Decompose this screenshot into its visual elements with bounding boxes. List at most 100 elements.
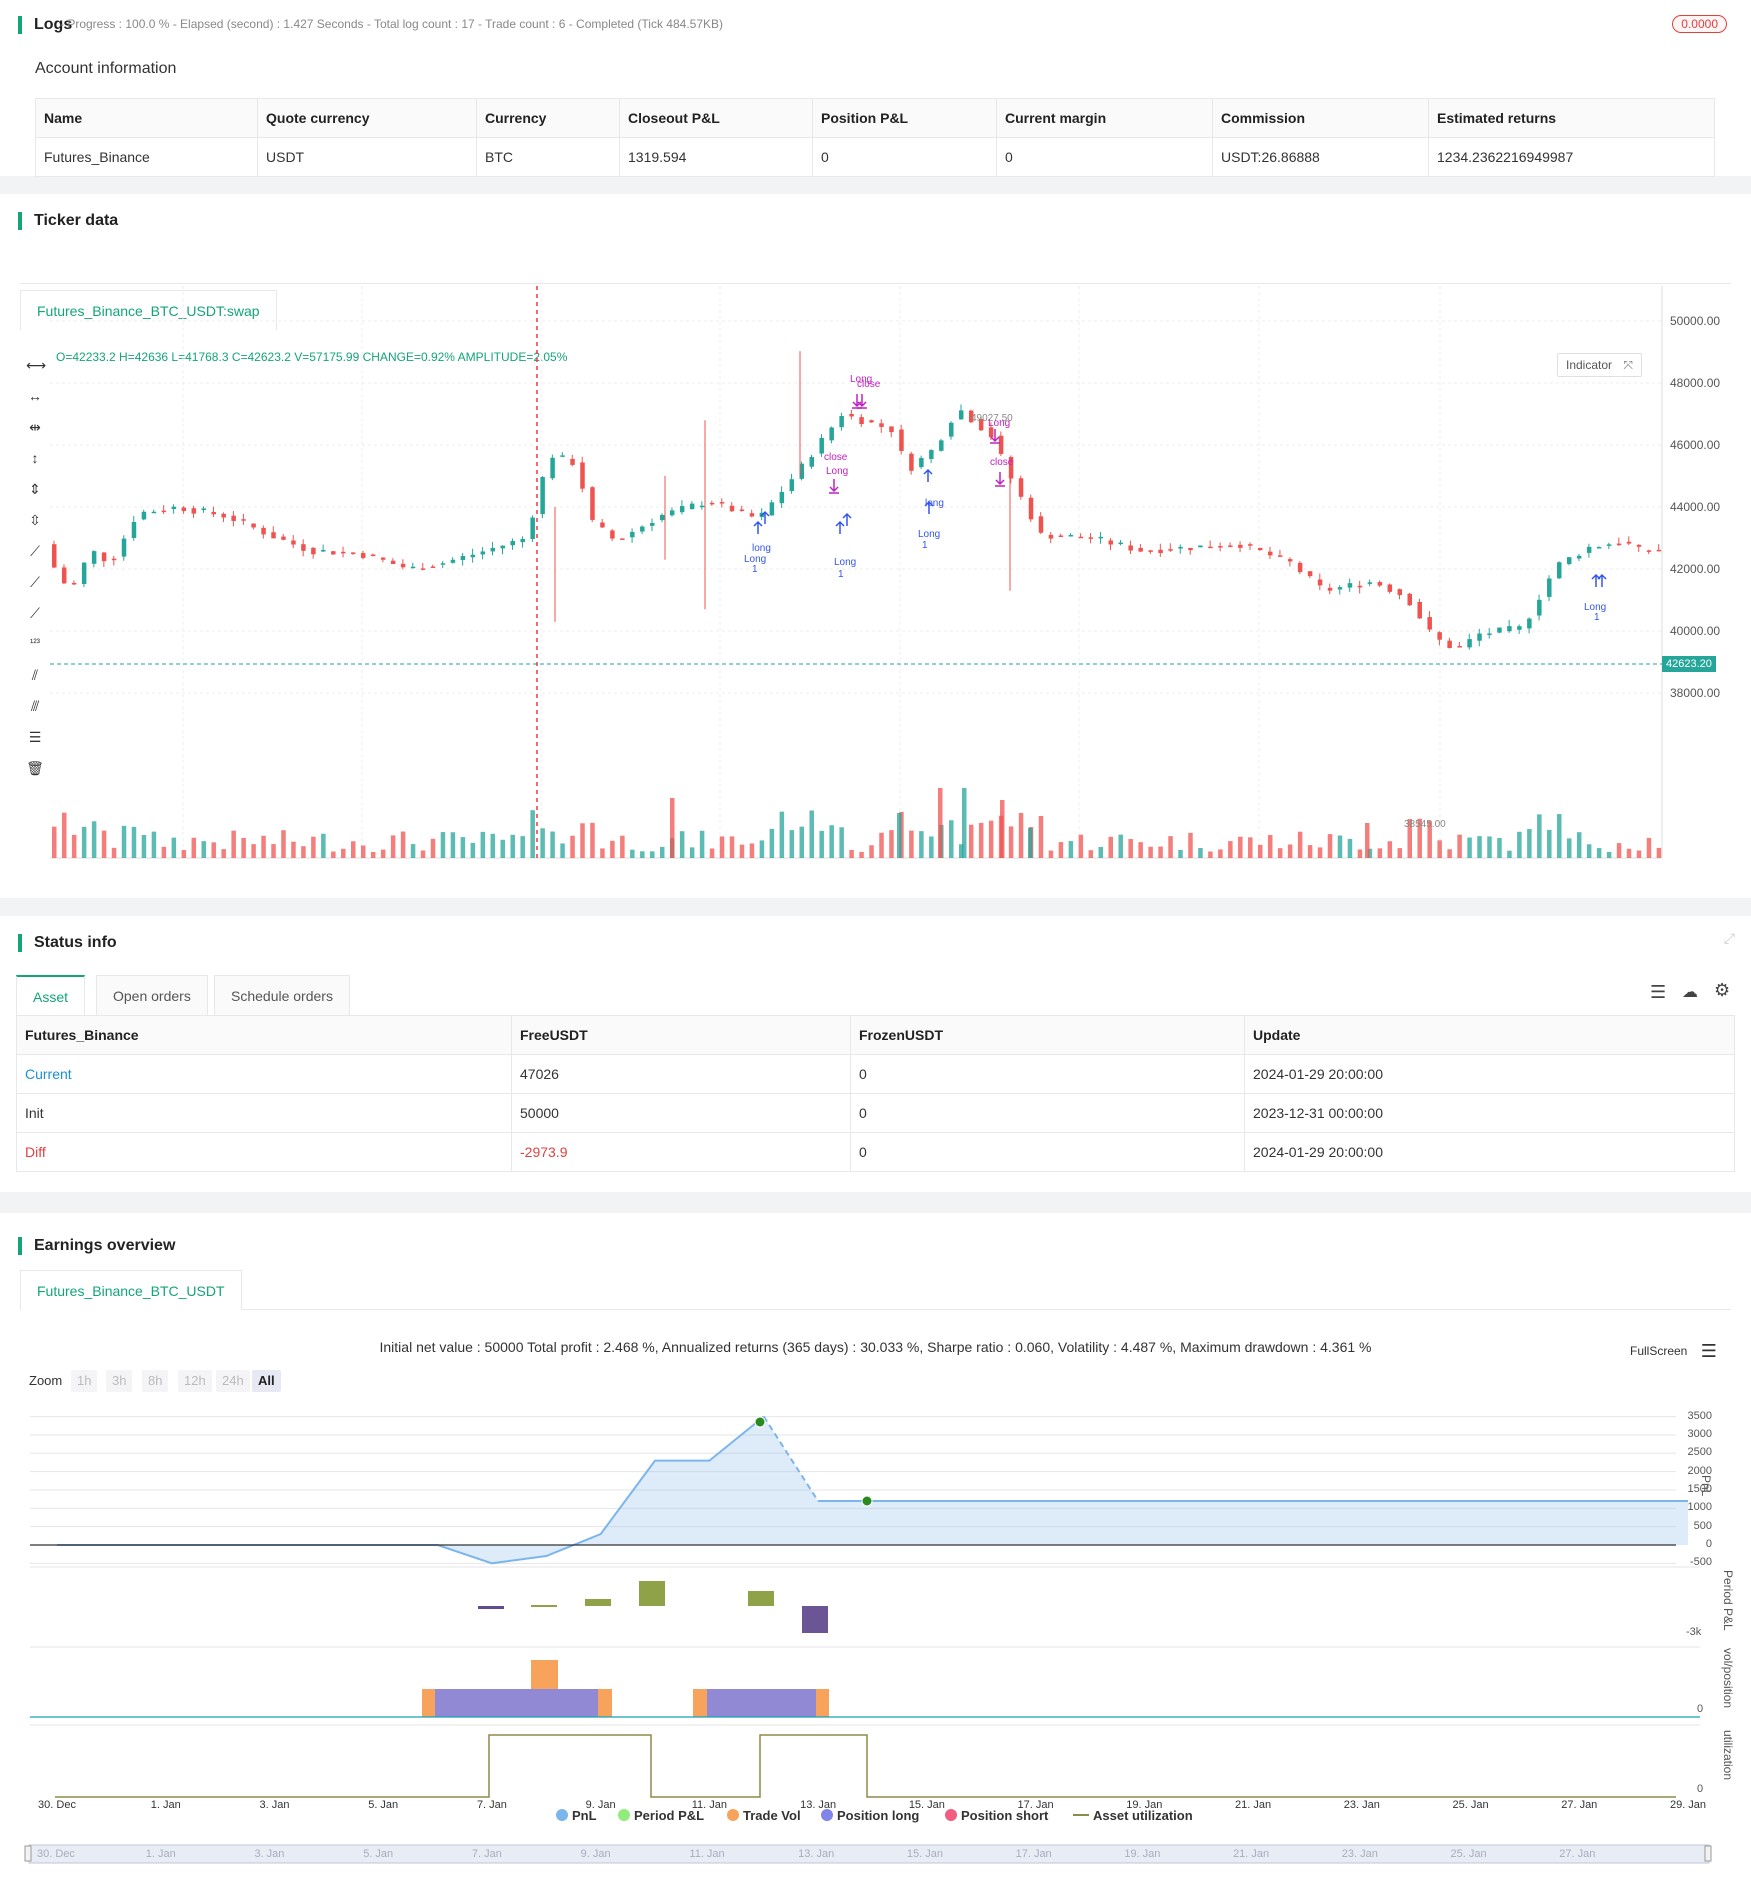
vertical-ray-icon[interactable]: ⇕ <box>29 481 41 497</box>
tab-schedule-orders[interactable]: Schedule orders <box>214 975 350 1015</box>
trash-icon[interactable]: 🗑 <box>26 760 44 776</box>
candle-body <box>809 457 814 467</box>
candle-body <box>1267 551 1273 556</box>
col-frozen-usdt: FrozenUSDT <box>850 1015 1245 1055</box>
cloud-download-icon[interactable]: ☁ <box>1682 984 1698 1001</box>
volume-bar <box>1307 845 1313 858</box>
candle-body <box>640 526 645 532</box>
zoom-1h-button[interactable]: 1h <box>71 1370 98 1392</box>
navigator-handle-left[interactable] <box>24 1845 32 1862</box>
legend-dot-icon <box>821 1809 833 1821</box>
buy-arrow-icon <box>753 520 763 534</box>
cell-currency: BTC <box>476 137 620 177</box>
pnl-axis-title: PnL <box>1699 1475 1713 1497</box>
trade-annotation-label: Long <box>850 374 873 385</box>
candle-body <box>1437 632 1442 640</box>
zoom-8h-button[interactable]: 8h <box>142 1370 169 1392</box>
price-label-icon[interactable]: ¹²³ <box>30 638 40 649</box>
legend-item[interactable]: Trade Vol <box>727 1808 801 1823</box>
zoom-all-button[interactable]: All <box>252 1370 281 1392</box>
tab-earnings-symbol[interactable]: Futures_Binance_BTC_USDT <box>20 1270 242 1310</box>
zoom-24h-button[interactable]: 24h <box>216 1370 250 1392</box>
legend-item[interactable]: PnL <box>556 1808 597 1823</box>
earnings-date-label: 13. Jan <box>800 1799 837 1811</box>
period-axis-tick: -3k <box>1686 1626 1702 1638</box>
ticker-panel: Ticker data Futures_Binance_BTC_USDT:swa… <box>0 194 1751 1070</box>
candle-body <box>1337 587 1343 590</box>
volume-bar <box>729 836 735 858</box>
pnl-tick-label: 1500 <box>1687 1482 1712 1495</box>
price-lines-icon[interactable]: ☰ <box>28 729 42 745</box>
vol-axis-zero: 0 <box>1697 1703 1704 1715</box>
parallel-channel-icon[interactable]: ⫽ <box>31 667 39 683</box>
navigator-date-label: 5. Jan <box>363 1848 394 1860</box>
candle-body <box>460 555 466 561</box>
zoom-3h-button[interactable]: 3h <box>106 1370 133 1392</box>
candle-body <box>729 505 735 512</box>
tab-open-orders[interactable]: Open orders <box>96 975 208 1015</box>
earnings-date-label: 30. Dec <box>38 1799 76 1811</box>
candle-body <box>131 521 137 538</box>
candle-body <box>1477 633 1482 641</box>
trend-line-icon[interactable]: ⟋ <box>30 543 40 559</box>
volume-bar <box>1058 842 1064 858</box>
volume-bar <box>1357 849 1363 858</box>
legend-item[interactable]: Position long <box>821 1808 919 1823</box>
volume-bar <box>161 846 167 858</box>
horizontal-line-icon[interactable]: ⟷ <box>26 357 47 373</box>
zoom-12h-button[interactable]: 12h <box>178 1370 212 1392</box>
horizontal-segment-icon[interactable]: ⇹ <box>29 419 41 435</box>
candle-body <box>1397 589 1403 596</box>
horizontal-ray-icon[interactable]: ↔ <box>28 388 42 404</box>
segment-line-icon[interactable]: ⟋ <box>30 605 40 621</box>
navigator-handle-right[interactable] <box>1704 1845 1712 1862</box>
menu-icon[interactable]: ☰ <box>1700 1341 1717 1361</box>
list-icon[interactable]: ☰ <box>1650 982 1667 1002</box>
vertical-segment-icon[interactable]: ⇳ <box>29 512 41 528</box>
legend-item[interactable]: Period P&L <box>618 1808 704 1823</box>
vertical-line-icon[interactable]: ↕ <box>31 450 39 466</box>
volume-bar <box>938 788 943 858</box>
legend-item[interactable]: Asset utilization <box>1073 1808 1193 1823</box>
candle-body <box>929 450 934 459</box>
volume-bar <box>859 851 864 858</box>
candle-body <box>1596 547 1602 549</box>
candle-body <box>1457 646 1462 648</box>
pnl-tick-label: 1000 <box>1687 1501 1712 1514</box>
volume-bar <box>909 830 914 858</box>
legend-item[interactable]: Position short <box>945 1808 1048 1823</box>
navigator-date-label: 21. Jan <box>1233 1848 1270 1860</box>
candle-body <box>61 567 67 584</box>
candle-body <box>1048 534 1054 539</box>
fibonacci-icon[interactable]: ⫻ <box>30 698 40 714</box>
legend-dot-icon <box>556 1809 568 1821</box>
expand-icon[interactable]: ⤧ <box>1623 358 1633 372</box>
trade-annotation-label: close <box>824 452 848 463</box>
tab-ticker-symbol[interactable]: Futures_Binance_BTC_USDT:swap <box>20 290 277 330</box>
earnings-date-label: 17. Jan <box>1017 1799 1054 1811</box>
period-pnl-bar <box>802 1606 828 1633</box>
candle-body <box>1058 535 1064 538</box>
buy-arrow-icon <box>835 520 845 534</box>
pnl-drawdown-marker <box>861 1495 873 1507</box>
close-icon[interactable]: ⤢ <box>1723 930 1735 946</box>
navigator-date-label: 27. Jan <box>1559 1848 1596 1860</box>
volume-bar <box>1537 814 1542 858</box>
candle-body <box>1507 626 1512 632</box>
gear-icon[interactable]: ⚙ <box>1714 980 1731 1000</box>
volume-bar <box>231 830 236 858</box>
row-label-init: Init <box>16 1093 512 1133</box>
volume-bar <box>1467 837 1472 858</box>
candle-body <box>1387 584 1393 592</box>
indicator-button[interactable]: Indicator ⤧ <box>1557 353 1642 377</box>
tab-asset[interactable]: Asset <box>16 975 86 1015</box>
ray-line-icon[interactable]: ⟋ <box>30 574 40 590</box>
earnings-title: Earnings overview <box>18 1237 175 1255</box>
fullscreen-button[interactable]: FullScreen ☰ <box>1630 1341 1717 1362</box>
volume-bar <box>1447 849 1452 858</box>
candle-body <box>341 551 346 554</box>
volume-bar <box>261 835 266 858</box>
volume-bar <box>221 849 226 858</box>
volume-bar <box>61 812 67 858</box>
volume-bar <box>1128 839 1133 858</box>
